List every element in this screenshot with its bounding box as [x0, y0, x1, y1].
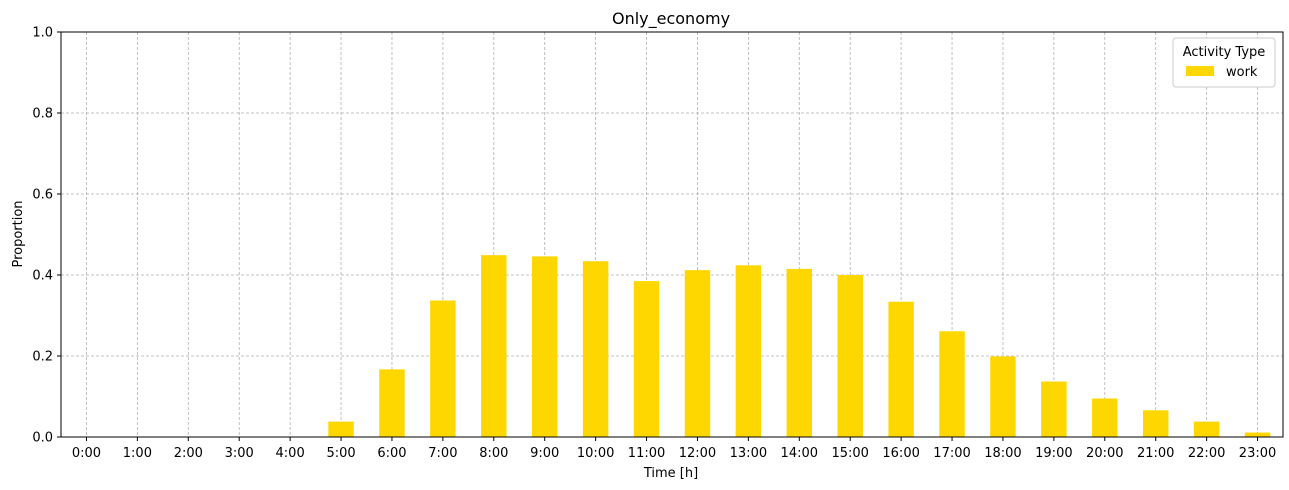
y-tick-label: 0.4 [32, 269, 53, 284]
chart-title: Only_economy [612, 9, 730, 29]
y-tick-label: 0.2 [32, 350, 53, 365]
x-tick-label: 3:00 [225, 446, 254, 461]
x-tick-label: 11:00 [628, 446, 665, 461]
x-tick-label: 19:00 [1035, 446, 1072, 461]
legend-label-work: work [1226, 65, 1258, 80]
bar-work [531, 256, 558, 437]
bar-work [888, 301, 914, 437]
legend-title: Activity Type [1183, 45, 1266, 60]
x-tick-label: 5:00 [326, 446, 355, 461]
bar-work [990, 356, 1016, 437]
bar-work [1244, 432, 1271, 437]
y-axis-label: Proportion [11, 200, 26, 267]
bar-work [1092, 398, 1118, 437]
bars [328, 255, 1271, 437]
x-tick-label: 14:00 [781, 446, 818, 461]
y-tick-label: 0.8 [32, 107, 53, 122]
x-tick-label: 17:00 [933, 446, 970, 461]
bar-work [939, 331, 965, 437]
bar-work [328, 421, 354, 437]
x-tick-label: 22:00 [1188, 446, 1225, 461]
bar-work [481, 255, 507, 437]
x-tick-label: 0:00 [72, 446, 101, 461]
bar-work [684, 270, 711, 437]
x-axis: 0:00 1:00 2:00 3:00 4:00 5:00 6:00 7:00 8:00 9:00… [72, 437, 1276, 461]
x-tick-label: 13:00 [730, 446, 767, 461]
legend: Activity Type work [1172, 37, 1276, 88]
x-tick-label: 4:00 [276, 446, 305, 461]
y-tick-label: 0.0 [32, 431, 53, 446]
bar-work [1142, 410, 1169, 437]
bar-work [1041, 381, 1067, 437]
x-tick-label: 21:00 [1137, 446, 1174, 461]
x-tick-label: 18:00 [984, 446, 1021, 461]
y-tick-label: 1.0 [32, 26, 53, 41]
x-tick-label: 10:00 [577, 446, 614, 461]
x-tick-label: 2:00 [174, 446, 203, 461]
x-tick-label: 20:00 [1086, 446, 1123, 461]
plot-frame [60, 31, 1284, 438]
bar-work [735, 265, 762, 437]
x-tick-label: 15:00 [831, 446, 868, 461]
bar-work [582, 261, 609, 437]
y-tick-label: 0.6 [32, 188, 53, 203]
x-tick-label: 8:00 [479, 446, 508, 461]
x-axis-label: Time [h] [643, 466, 698, 481]
x-tick-label: 12:00 [679, 446, 716, 461]
x-tick-label: 16:00 [882, 446, 919, 461]
bar-work [1193, 421, 1220, 437]
x-tick-label: 1:00 [123, 446, 152, 461]
x-tick-label: 7:00 [428, 446, 457, 461]
x-tick-label: 23:00 [1239, 446, 1276, 461]
bar-work [379, 369, 405, 437]
x-tick-label: 9:00 [530, 446, 559, 461]
bar-work [633, 281, 660, 437]
bar-work [786, 268, 813, 437]
y-axis: 0.0 0.2 0.4 0.6 0.8 1.0 [32, 26, 61, 446]
legend-swatch-work [1186, 66, 1214, 76]
bar-work [430, 300, 456, 437]
grid [61, 31, 1283, 438]
x-tick-label: 6:00 [377, 446, 406, 461]
bar-work [837, 275, 863, 437]
